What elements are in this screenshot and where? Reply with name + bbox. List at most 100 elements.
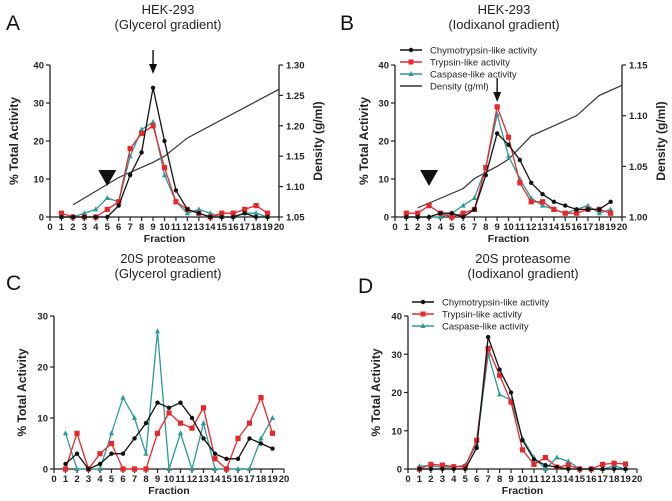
y2-tick-label: 1.00 bbox=[629, 213, 648, 224]
data-point-chymotrypsin bbox=[440, 466, 445, 472]
data-point-trypsin bbox=[519, 447, 526, 453]
data-point-chymotrypsin bbox=[105, 214, 110, 220]
x-tick-label: 19 bbox=[262, 222, 273, 233]
data-point-trypsin bbox=[528, 199, 534, 205]
data-point-chymotrypsin bbox=[63, 461, 68, 467]
panel-label: B bbox=[340, 12, 354, 35]
y-tick-label: 30 bbox=[391, 350, 402, 361]
x-tick-label: 3 bbox=[426, 222, 431, 233]
data-point-chymotrypsin bbox=[70, 214, 76, 220]
x-tick-label: 20 bbox=[274, 222, 285, 233]
x-axis-label: Fraction bbox=[144, 233, 185, 245]
series-caspase bbox=[403, 111, 614, 219]
data-point-caspase bbox=[93, 206, 99, 212]
series-line-caspase bbox=[406, 114, 611, 218]
data-point-chymotrypsin bbox=[540, 192, 545, 197]
legend-label-caspase: Caspase-like activity bbox=[430, 70, 517, 81]
data-point-caspase bbox=[81, 210, 87, 216]
x-tick-label: 8 bbox=[139, 222, 144, 233]
data-point-trypsin bbox=[611, 460, 617, 466]
data-point-chymotrypsin bbox=[82, 214, 87, 220]
data-point-trypsin bbox=[505, 134, 512, 140]
data-point-caspase bbox=[189, 466, 195, 471]
y-tick-label: 10 bbox=[37, 414, 48, 425]
y-tick-label: 10 bbox=[378, 175, 389, 186]
chart-title: 20S proteasome bbox=[120, 251, 215, 266]
data-point-trypsin bbox=[108, 440, 115, 447]
arrowhead-marker-icon bbox=[420, 170, 439, 186]
x-tick-label: 4 bbox=[97, 474, 103, 485]
y2-tick-label: 1.15 bbox=[286, 152, 305, 163]
x-tick-label: 1 bbox=[404, 222, 410, 233]
x-tick-label: 0 bbox=[392, 222, 397, 233]
x-tick-label: 5 bbox=[449, 222, 455, 233]
y-tick-label: 20 bbox=[391, 388, 402, 399]
legend-marker-caspase bbox=[420, 323, 426, 328]
data-point-caspase bbox=[596, 210, 602, 216]
y-tick-label: 10 bbox=[391, 426, 402, 437]
x-tick-label: 1 bbox=[59, 222, 65, 233]
data-point-trypsin bbox=[415, 210, 421, 216]
y-tick-label: 0 bbox=[43, 465, 48, 476]
data-point-chymotrypsin bbox=[196, 211, 202, 216]
series-chymotrypsin bbox=[59, 85, 270, 220]
x-tick-label: 8 bbox=[143, 474, 148, 485]
y-tick-label: 40 bbox=[378, 61, 389, 72]
x-tick-label: 18 bbox=[256, 474, 267, 485]
x-tick-label: 18 bbox=[251, 222, 262, 233]
panel-label: A bbox=[6, 12, 20, 35]
x-tick-label: 0 bbox=[47, 222, 52, 233]
x-tick-label: 13 bbox=[552, 474, 563, 485]
data-point-chymotrypsin bbox=[173, 188, 179, 193]
data-point-chymotrypsin bbox=[597, 207, 602, 212]
series-caspase bbox=[416, 351, 629, 471]
data-point-trypsin bbox=[219, 210, 225, 216]
x-tick-label: 14 bbox=[549, 222, 560, 233]
y-tick-label: 20 bbox=[37, 363, 48, 374]
data-point-trypsin bbox=[551, 206, 557, 212]
x-tick-label: 13 bbox=[198, 474, 209, 485]
data-point-chymotrypsin bbox=[97, 461, 103, 467]
data-point-chymotrypsin bbox=[497, 367, 502, 372]
x-tick-label: 19 bbox=[267, 474, 278, 485]
data-point-trypsin bbox=[494, 104, 500, 110]
y-axis-label: % Total Activity bbox=[7, 97, 21, 185]
data-point-chymotrypsin bbox=[485, 334, 491, 340]
data-point-chymotrypsin bbox=[611, 466, 617, 472]
data-point-chymotrypsin bbox=[224, 456, 229, 461]
data-point-chymotrypsin bbox=[483, 173, 488, 178]
x-tick-label: 15 bbox=[560, 222, 571, 233]
data-point-trypsin bbox=[474, 437, 480, 443]
data-point-caspase bbox=[207, 210, 213, 216]
x-tick-label: 19 bbox=[605, 222, 616, 233]
y-tick-label: 40 bbox=[391, 312, 402, 323]
data-point-trypsin bbox=[154, 430, 161, 436]
x-axis-label: Fraction bbox=[488, 233, 529, 245]
data-point-trypsin bbox=[542, 454, 548, 461]
x-tick-label: 0 bbox=[51, 474, 56, 485]
data-point-trypsin bbox=[62, 466, 69, 472]
legend-marker-trypsin bbox=[408, 59, 414, 65]
y2-tick-label: 1.05 bbox=[286, 213, 305, 224]
data-point-caspase bbox=[143, 450, 149, 456]
x-axis-label: Fraction bbox=[148, 485, 189, 497]
data-point-trypsin bbox=[451, 464, 457, 470]
data-point-caspase bbox=[74, 466, 80, 471]
y-tick-label: 20 bbox=[378, 137, 389, 148]
data-point-chymotrypsin bbox=[449, 211, 454, 216]
series-line-trypsin bbox=[406, 104, 611, 218]
x-tick-label: 16 bbox=[233, 474, 244, 485]
x-tick-label: 19 bbox=[620, 474, 631, 485]
legend-marker-chymotrypsin bbox=[420, 299, 426, 305]
data-point-trypsin bbox=[403, 210, 409, 216]
data-point-trypsin bbox=[565, 462, 571, 468]
x-tick-label: 2 bbox=[74, 474, 79, 485]
data-point-chymotrypsin bbox=[208, 214, 213, 220]
x-tick-label: 6 bbox=[116, 222, 121, 233]
x-tick-label: 12 bbox=[540, 474, 551, 485]
x-tick-label: 3 bbox=[86, 474, 91, 485]
